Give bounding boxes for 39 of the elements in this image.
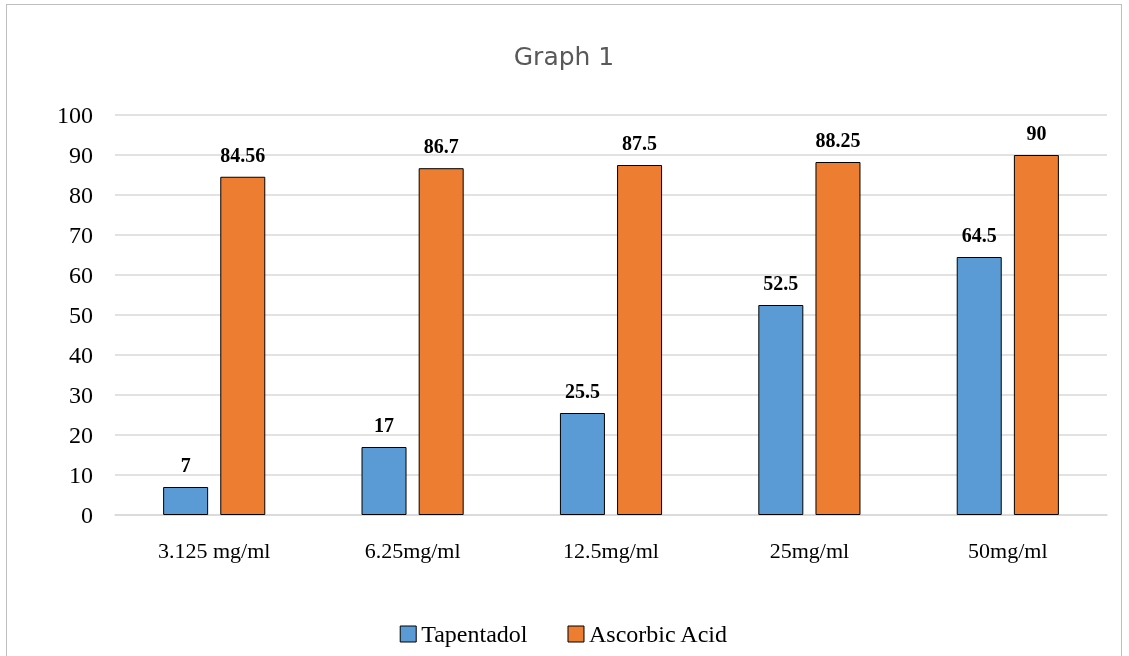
data-label: 86.7 xyxy=(423,135,459,158)
y-tick-label: 70 xyxy=(69,222,93,248)
y-tick-label: 10 xyxy=(69,462,93,488)
x-tick-label: 3.125 mg/ml xyxy=(157,537,271,563)
x-tick-label: 6.25mg/ml xyxy=(364,537,461,563)
x-tick-label: 12.5mg/ml xyxy=(563,537,659,563)
bar xyxy=(361,447,407,515)
y-tick-label: 90 xyxy=(69,142,93,168)
bar xyxy=(758,305,804,515)
x-tick-label: 50mg/ml xyxy=(968,537,1048,563)
data-label: 7 xyxy=(180,454,191,476)
data-label: 87.5 xyxy=(622,132,658,154)
data-label: 17 xyxy=(374,414,395,436)
bar xyxy=(1013,155,1059,515)
y-tick-label: 50 xyxy=(69,302,93,328)
y-tick-label: 80 xyxy=(69,182,93,208)
data-label: 25.5 xyxy=(564,380,600,402)
data-label: 88.25 xyxy=(815,129,861,151)
bar xyxy=(220,176,266,515)
y-tick-label: 60 xyxy=(69,262,93,288)
y-tick-label: 0 xyxy=(81,502,93,528)
bar xyxy=(163,487,209,515)
bar xyxy=(559,413,605,515)
data-label: 64.5 xyxy=(961,224,997,246)
bar xyxy=(956,257,1002,515)
y-tick-label: 20 xyxy=(69,422,93,448)
bar xyxy=(815,162,861,515)
bar xyxy=(418,168,464,515)
legend-label: Ascorbic Acid xyxy=(588,621,727,647)
data-label: 84.56 xyxy=(220,143,266,166)
x-tick-label: 25mg/ml xyxy=(769,537,850,563)
y-tick-label: 40 xyxy=(69,342,93,368)
y-tick-label: 30 xyxy=(69,382,93,408)
data-label: 90 xyxy=(1026,122,1047,144)
chart-title: Graph 1 xyxy=(513,42,615,71)
data-label: 52.5 xyxy=(763,272,799,294)
bar xyxy=(617,165,663,515)
y-tick-label: 100 xyxy=(57,102,93,128)
legend-label: Tapentadol xyxy=(421,621,528,647)
